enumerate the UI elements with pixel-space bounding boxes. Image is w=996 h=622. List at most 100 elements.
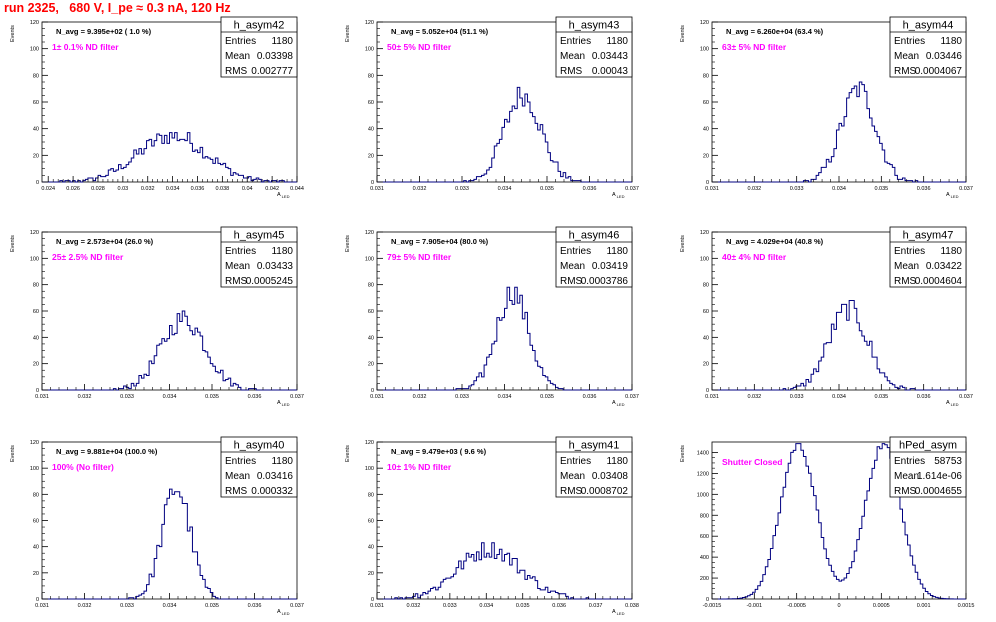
x-axis-label: ALED (277, 609, 290, 616)
stat-value-rms: 0.0008702 (581, 486, 629, 497)
stat-label-entries: Entries (894, 246, 925, 257)
y-tick-label: 120 (30, 440, 39, 446)
y-tick-label: 100 (30, 256, 39, 262)
x-tick-label: 0.037 (625, 394, 639, 400)
x-tick-label: 0.035 (874, 186, 888, 192)
y-tick-label: 60 (368, 100, 374, 106)
stats-box (889, 16, 967, 78)
histogram-line (42, 132, 297, 183)
stat-value-rms: 0.000332 (251, 486, 293, 497)
histogram-name: h_asym47 (903, 230, 954, 242)
y-tick-label: 40 (368, 127, 374, 133)
run-title: run 2325, 680 V, I_pe ≈ 0.3 nA, 120 Hz (4, 1, 231, 15)
x-tick-label: 0.032 (747, 186, 761, 192)
x-tick-label: 0.037 (625, 186, 639, 192)
stat-label-entries: Entries (894, 456, 925, 467)
y-tick-label: 80 (703, 73, 709, 79)
x-tick-label: 0.034 (166, 186, 180, 192)
y-axis-label: Events (345, 235, 351, 252)
stat-value-mean: 0.03419 (592, 261, 629, 272)
y-tick-label: 20 (368, 571, 374, 577)
x-tick-label: 0.036 (248, 603, 262, 609)
y-tick-label: 40 (703, 335, 709, 341)
histogram-name: h_asym45 (234, 230, 285, 242)
y-tick-label: 120 (365, 230, 374, 236)
x-axis-label: ALED (612, 400, 625, 407)
panel-h_asym44: 0.031 0.032 0.033 0.034 0.035 0.036 0.037 0 20 40… (680, 16, 973, 199)
filter-annotation: 100% (No filter) (52, 462, 114, 472)
stats-box (889, 226, 967, 288)
x-tick-label: 0.031 (370, 186, 384, 192)
stat-value-entries: 1180 (271, 456, 293, 467)
stat-label-mean: Mean (225, 471, 250, 482)
y-tick-label: 0 (36, 597, 39, 603)
x-tick-label: 0.035 (205, 603, 219, 609)
filter-annotation: 25± 2.5% ND filter (52, 252, 124, 262)
y-tick-label: 60 (703, 309, 709, 315)
x-axis-label: ALED (946, 400, 959, 407)
y-tick-label: 20 (33, 362, 39, 368)
stat-label-mean: Mean (225, 261, 250, 272)
x-tick-label: 0.031 (35, 603, 49, 609)
y-tick-label: 60 (368, 309, 374, 315)
y-tick-label: 400 (700, 555, 709, 561)
stat-label-rms: RMS (225, 66, 248, 77)
x-axis-label: ALED (277, 400, 290, 407)
stat-value-mean: 0.03433 (257, 261, 294, 272)
panel-h_asym45: 0.031 0.032 0.033 0.034 0.035 0.036 0.037 0 20 40… (10, 226, 304, 407)
x-tick-label: 0.035 (874, 394, 888, 400)
stats-box (889, 436, 967, 498)
filter-annotation: 63± 5% ND filter (722, 42, 787, 52)
x-tick-label: 0.034 (832, 186, 846, 192)
x-tick-label: 0.024 (41, 186, 55, 192)
stat-value-mean: 1.614e-06 (917, 471, 962, 482)
x-tick-label: 0.033 (455, 186, 469, 192)
x-tick-label: 0.032 (413, 394, 427, 400)
y-tick-label: 80 (33, 73, 39, 79)
stat-label-mean: Mean (560, 471, 585, 482)
x-tick-label: 0.034 (163, 603, 177, 609)
stat-value-rms: 0.0004604 (915, 276, 963, 287)
x-tick-label: 0.036 (552, 603, 566, 609)
y-tick-label: 100 (30, 47, 39, 53)
stat-label-rms: RMS (560, 486, 583, 497)
x-tick-label: 0.031 (705, 186, 719, 192)
y-tick-label: 60 (33, 100, 39, 106)
x-tick-label: -0.001 (747, 603, 763, 609)
filter-annotation: 10± 1% ND filter (387, 462, 452, 472)
histogram-name: h_asym46 (569, 230, 620, 242)
y-tick-label: 120 (30, 20, 39, 26)
histogram-name: h_asym40 (234, 440, 285, 452)
y-tick-label: 100 (30, 466, 39, 472)
x-tick-label: 0.044 (290, 186, 304, 192)
stat-label-entries: Entries (894, 36, 925, 47)
x-tick-label: 0.031 (370, 603, 384, 609)
y-tick-label: 0 (706, 388, 709, 394)
panel-h_asym43: 0.031 0.032 0.033 0.034 0.035 0.036 0.037 0 20 40… (345, 16, 639, 199)
x-tick-label: 0.034 (163, 394, 177, 400)
x-tick-label: 0.04 (242, 186, 253, 192)
stat-value-entries: 1180 (940, 246, 962, 257)
y-tick-label: 120 (700, 20, 709, 26)
y-tick-label: 100 (700, 256, 709, 262)
y-tick-label: 40 (368, 545, 374, 551)
x-tick-label: 0.03 (117, 186, 128, 192)
histogram-name: h_asym41 (569, 440, 620, 452)
histogram-line (42, 310, 297, 391)
y-tick-label: 20 (703, 153, 709, 159)
navg-label: N_avg = 5.052e+04 (51.1 %) (391, 27, 489, 36)
navg-label: N_avg = 4.029e+04 (40.8 %) (726, 237, 824, 246)
navg-label: N_avg = 6.260e+04 (63.4 %) (726, 27, 824, 36)
y-tick-label: 80 (368, 283, 374, 289)
filter-annotation: 50± 5% ND filter (387, 42, 452, 52)
stat-value-mean: 0.03398 (257, 51, 294, 62)
filter-annotation: Shutter Closed (722, 457, 782, 467)
x-tick-label: 0.037 (589, 603, 603, 609)
y-tick-label: 40 (703, 127, 709, 133)
x-tick-label: 0.032 (407, 603, 421, 609)
x-tick-label: 0.033 (455, 394, 469, 400)
y-tick-label: 100 (365, 256, 374, 262)
x-tick-label: 0.036 (917, 394, 931, 400)
stat-value-mean: 0.03416 (257, 471, 294, 482)
stats-box (555, 16, 633, 78)
